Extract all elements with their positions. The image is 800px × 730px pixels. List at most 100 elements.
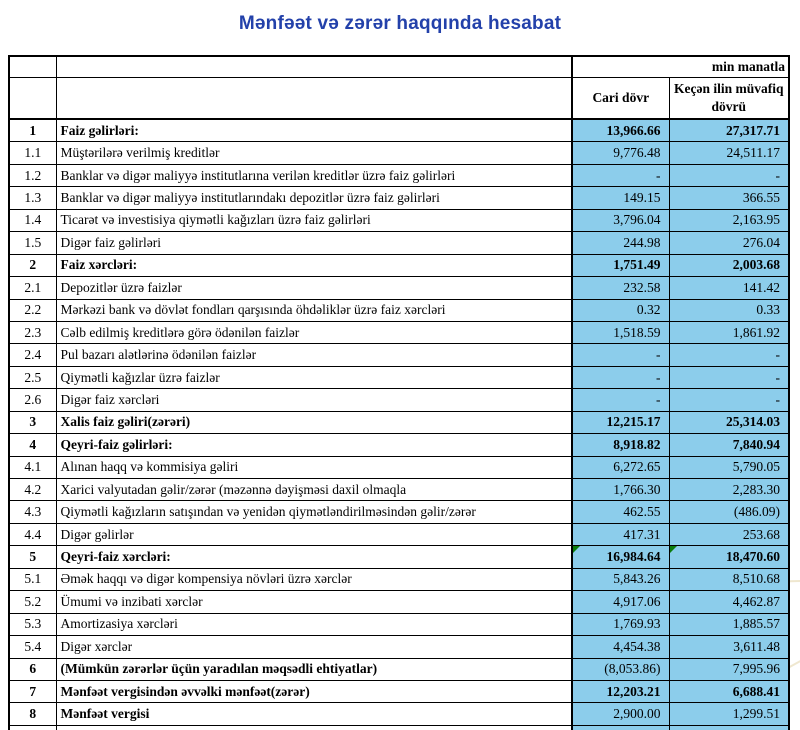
row-label: Alınan haqq və kommisiya gəliri bbox=[55, 455, 573, 480]
error-indicator-triangle-icon bbox=[670, 546, 677, 554]
table-row: 2.1 Depozitlər üzrə faizlər 232.58 141.4… bbox=[8, 276, 790, 300]
table-row: 4.4 Digər gəlirlər 417.31 253.68 bbox=[8, 522, 790, 547]
table-row: 1.3 Banklar və digər maliyyə institutlar… bbox=[8, 186, 790, 210]
row-number: 3 bbox=[8, 410, 57, 435]
row-label: Amortizasiya xərcləri bbox=[55, 612, 573, 637]
row-label: Ümumi və inzibati xərclər bbox=[55, 590, 573, 614]
current-period-value: 12,215.17 bbox=[571, 410, 670, 435]
previous-period-value: 7,995.96 bbox=[668, 657, 790, 681]
table-row: 1 Faiz gəlirləri: 13,966.66 27,317.71 bbox=[8, 118, 790, 143]
row-number: 1.4 bbox=[8, 208, 57, 233]
previous-period-value: 4,462.87 bbox=[668, 590, 790, 614]
table-row: 5.4 Digər xərclər 4,454.38 3,611.48 bbox=[8, 635, 790, 659]
previous-period-value: (486.09) bbox=[668, 500, 790, 524]
current-period-value: 0.32 bbox=[571, 298, 670, 322]
current-period-value: 6,272.65 bbox=[571, 455, 670, 480]
row-number: 1.3 bbox=[8, 186, 57, 210]
row-label: Digər faiz xərcləri bbox=[55, 388, 573, 412]
previous-period-value: 2,283.30 bbox=[668, 477, 790, 502]
previous-period-value: 5,388.89 bbox=[668, 724, 790, 730]
table-row: 4.1 Alınan haqq və kommisiya gəliri 6,27… bbox=[8, 455, 790, 480]
previous-period-value: 3,611.48 bbox=[668, 635, 790, 659]
row-label: Qeyri-faiz xərcləri: bbox=[55, 545, 573, 569]
row-label: Banklar və digər maliyyə institutlarında… bbox=[55, 186, 573, 210]
row-label: Dövr üzrə xalis mənfəət bbox=[55, 724, 573, 730]
row-number: 4.1 bbox=[8, 455, 57, 480]
row-label: Ticarət və investisiya qiymətli kağızlar… bbox=[55, 208, 573, 233]
current-period-value: 9,776.48 bbox=[571, 141, 670, 165]
row-number: 4 bbox=[8, 433, 57, 457]
header-label-cell bbox=[55, 77, 573, 120]
unit-row: min manatla bbox=[8, 55, 790, 78]
header-index-cell bbox=[8, 77, 57, 120]
current-period-value: - bbox=[571, 388, 670, 412]
current-period-value: - bbox=[571, 163, 670, 188]
current-period-value: 12,203.21 bbox=[571, 679, 670, 704]
table-row: 1.4 Ticarət və investisiya qiymətli kağı… bbox=[8, 208, 790, 233]
table-row: 2 Faiz xərcləri: 1,751.49 2,003.68 bbox=[8, 253, 790, 278]
previous-period-value: 1,299.51 bbox=[668, 702, 790, 726]
current-period-value: 5,843.26 bbox=[571, 567, 670, 592]
row-label: Cəlb edilmiş kreditlərə görə ödənilən fa… bbox=[55, 320, 573, 345]
table-row: 8 Mənfəət vergisi 2,900.00 1,299.51 bbox=[8, 702, 790, 726]
table-row: 5 Qeyri-faiz xərcləri: 16,984.64 18,470.… bbox=[8, 545, 790, 569]
current-period-value: 4,454.38 bbox=[571, 635, 670, 659]
table-row: 1.2 Banklar və digər maliyyə institutlar… bbox=[8, 163, 790, 188]
row-number: 9 bbox=[8, 724, 57, 730]
row-number: 2.6 bbox=[8, 388, 57, 412]
current-period-value: 1,766.30 bbox=[571, 477, 670, 502]
row-number: 4.2 bbox=[8, 477, 57, 502]
row-number: 5.4 bbox=[8, 635, 57, 659]
current-period-value: (8,053.86) bbox=[571, 657, 670, 681]
unit-label: min manatla bbox=[571, 55, 790, 78]
profit-loss-table: min manatla Cari dövr Keçən ilin müvafiq… bbox=[8, 55, 790, 730]
row-number: 2.3 bbox=[8, 320, 57, 345]
row-number: 5.2 bbox=[8, 590, 57, 614]
unit-row-index-cell bbox=[8, 55, 57, 78]
previous-period-value: 141.42 bbox=[668, 276, 790, 300]
previous-period-value: 25,314.03 bbox=[668, 410, 790, 435]
current-period-value: 4,917.06 bbox=[571, 590, 670, 614]
previous-period-value: 2,163.95 bbox=[668, 208, 790, 233]
previous-period-value: - bbox=[668, 388, 790, 412]
row-label: Xarici valyutadan gəlir/zərər (məzənnə d… bbox=[55, 477, 573, 502]
row-label: Əmək haqqı və digər kompensiya növləri ü… bbox=[55, 567, 573, 592]
current-period-value: 13,966.66 bbox=[571, 118, 670, 143]
row-number: 7 bbox=[8, 679, 57, 704]
row-number: 2.1 bbox=[8, 276, 57, 300]
previous-period-value: 1,861.92 bbox=[668, 320, 790, 345]
table-row: 3 Xalis faiz gəliri(zərəri) 12,215.17 25… bbox=[8, 410, 790, 435]
table-row: 2.3 Cəlb edilmiş kreditlərə görə ödənilə… bbox=[8, 320, 790, 345]
current-period-value: 8,918.82 bbox=[571, 433, 670, 457]
row-label: Faiz gəlirləri: bbox=[55, 118, 573, 143]
table-row: 2.4 Pul bazarı alətlərinə ödənilən faizl… bbox=[8, 343, 790, 367]
table-row: 2.6 Digər faiz xərcləri - - bbox=[8, 388, 790, 412]
row-number: 4.4 bbox=[8, 522, 57, 547]
row-number: 1.1 bbox=[8, 141, 57, 165]
row-number: 1.2 bbox=[8, 163, 57, 188]
table-row: 4.2 Xarici valyutadan gəlir/zərər (məzən… bbox=[8, 477, 790, 502]
row-number: 1.5 bbox=[8, 231, 57, 255]
row-label: Mənfəət vergisi bbox=[55, 702, 573, 726]
row-label: Mənfəət vergisindən əvvəlki mənfəət(zərə… bbox=[55, 679, 573, 704]
current-period-value: 3,796.04 bbox=[571, 208, 670, 233]
previous-period-value: 24,511.17 bbox=[668, 141, 790, 165]
column-header-current-period: Cari dövr bbox=[571, 77, 670, 120]
row-label: Digər gəlirlər bbox=[55, 522, 573, 547]
column-header-row: Cari dövr Keçən ilin müvafiq dövrü bbox=[8, 77, 790, 120]
current-period-value: - bbox=[571, 343, 670, 367]
previous-period-value: 366.55 bbox=[668, 186, 790, 210]
previous-period-value: 0.33 bbox=[668, 298, 790, 322]
previous-period-value: - bbox=[668, 343, 790, 367]
column-header-previous-period: Keçən ilin müvafiq dövrü bbox=[668, 77, 790, 120]
row-label: Digər faiz gəlirləri bbox=[55, 231, 573, 255]
row-label: Digər xərclər bbox=[55, 635, 573, 659]
current-period-value: 417.31 bbox=[571, 522, 670, 547]
row-label: Xalis faiz gəliri(zərəri) bbox=[55, 410, 573, 435]
current-period-value: 232.58 bbox=[571, 276, 670, 300]
table-row: 4 Qeyri-faiz gəlirləri: 8,918.82 7,840.9… bbox=[8, 433, 790, 457]
previous-period-value: 2,003.68 bbox=[668, 253, 790, 278]
current-period-value: 1,751.49 bbox=[571, 253, 670, 278]
row-number: 1 bbox=[8, 118, 57, 143]
previous-period-value: 1,885.57 bbox=[668, 612, 790, 637]
